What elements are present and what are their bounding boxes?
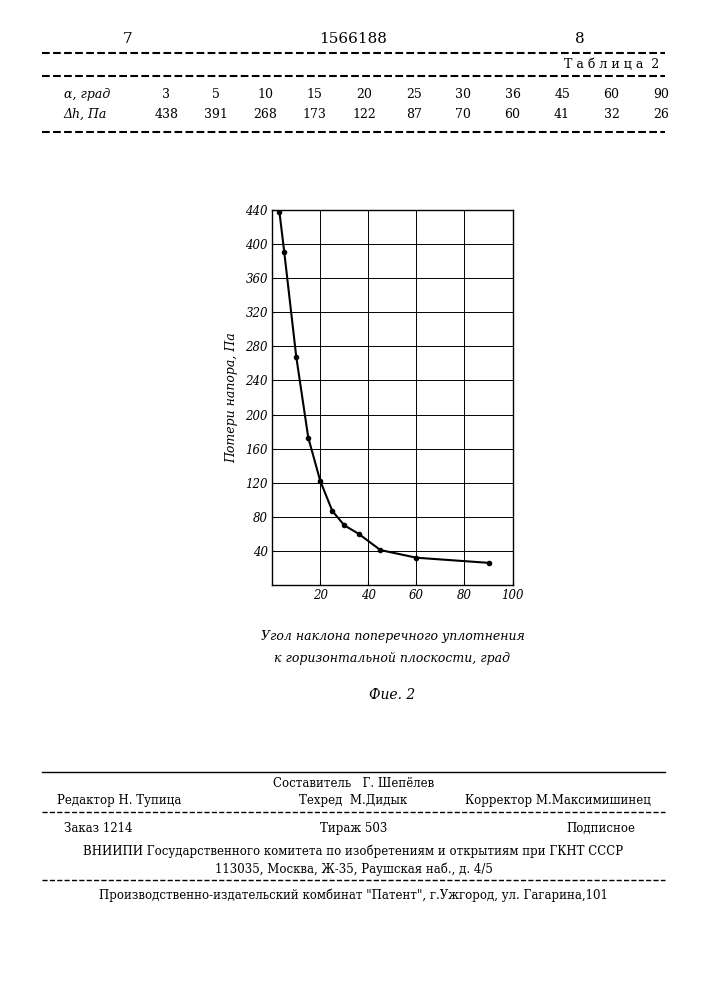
Text: 45: 45: [554, 88, 570, 101]
Text: 391: 391: [204, 108, 228, 121]
Text: 26: 26: [653, 108, 669, 121]
Text: 25: 25: [406, 88, 421, 101]
Text: 30: 30: [455, 88, 471, 101]
Text: 60: 60: [505, 108, 520, 121]
Text: Техред  М.Дидык: Техред М.Дидык: [300, 794, 407, 807]
Text: 20: 20: [356, 88, 372, 101]
Text: Фие. 2: Фие. 2: [369, 688, 416, 702]
Text: 173: 173: [303, 108, 327, 121]
Text: 5: 5: [211, 88, 220, 101]
Text: Заказ 1214: Заказ 1214: [64, 822, 132, 835]
Text: 70: 70: [455, 108, 471, 121]
Text: 1566188: 1566188: [320, 32, 387, 46]
Text: 15: 15: [307, 88, 322, 101]
Text: 268: 268: [253, 108, 277, 121]
Text: 32: 32: [604, 108, 619, 121]
Text: к горизонтальной плоскости, град: к горизонтальной плоскости, град: [274, 652, 510, 665]
Text: Угол наклона поперечного уплотнения: Угол наклона поперечного уплотнения: [260, 630, 525, 643]
Text: 36: 36: [505, 88, 520, 101]
Text: 8: 8: [575, 32, 585, 46]
Text: Т а б л и ц а  2: Т а б л и ц а 2: [564, 58, 659, 71]
Text: 41: 41: [554, 108, 570, 121]
Text: 7: 7: [122, 32, 132, 46]
Text: 60: 60: [604, 88, 619, 101]
Text: 10: 10: [257, 88, 273, 101]
Text: Производственно-издательский комбинат "Патент", г.Ужгород, ул. Гагарина,101: Производственно-издательский комбинат "П…: [99, 889, 608, 902]
Text: 113035, Москва, Ж-35, Раушская наб., д. 4/5: 113035, Москва, Ж-35, Раушская наб., д. …: [214, 862, 493, 876]
Text: 3: 3: [162, 88, 170, 101]
Text: ВНИИПИ Государственного комитета по изобретениям и открытиям при ГКНТ СССР: ВНИИПИ Государственного комитета по изоб…: [83, 844, 624, 857]
Text: Редактор Н. Тупица: Редактор Н. Тупица: [57, 794, 181, 807]
Text: 122: 122: [352, 108, 376, 121]
Text: 438: 438: [154, 108, 178, 121]
Text: 87: 87: [406, 108, 421, 121]
Y-axis label: Потери напора, Па: Потери напора, Па: [226, 332, 238, 463]
Text: Корректор М.Максимишинец: Корректор М.Максимишинец: [464, 794, 650, 807]
Text: Составитель   Г. Шепёлев: Составитель Г. Шепёлев: [273, 777, 434, 790]
Text: α, град: α, град: [64, 88, 110, 101]
Text: Тираж 503: Тираж 503: [320, 822, 387, 835]
Text: 90: 90: [653, 88, 669, 101]
Text: Δh, Па: Δh, Па: [64, 108, 107, 121]
Text: Подписное: Подписное: [566, 822, 636, 835]
